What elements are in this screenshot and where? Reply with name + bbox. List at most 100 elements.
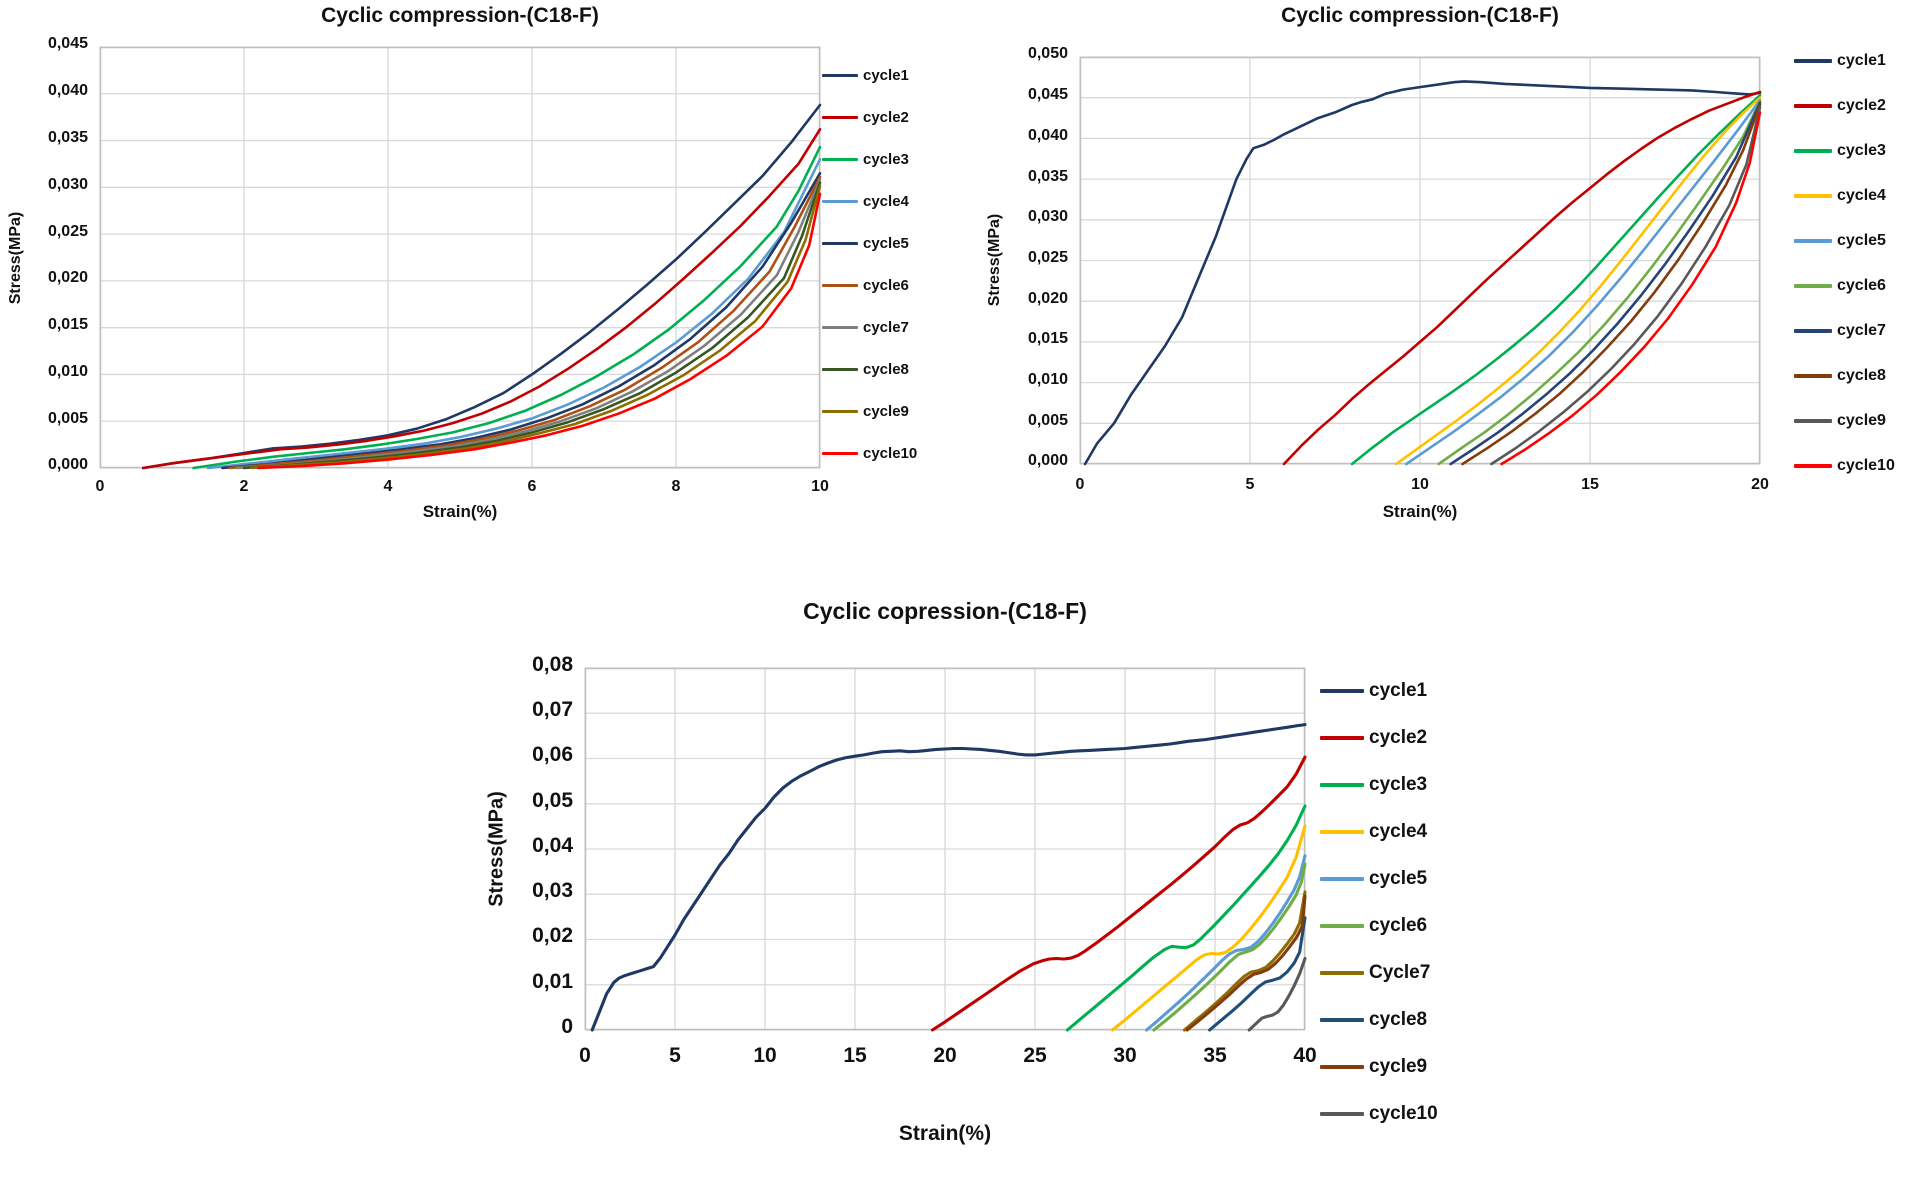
legend-label: cycle3 [1369, 774, 1428, 795]
series-line-cycle10 [257, 192, 822, 470]
legend-item-cycle10: cycle10 [822, 445, 917, 462]
series-line-cycle8 [1461, 103, 1762, 466]
series-line-cycle5 [221, 172, 822, 470]
series-line-cycle5 [1145, 854, 1307, 1032]
y-tick-label: 0,025 [47, 222, 88, 240]
x-tick-label: 35 [1203, 1044, 1227, 1067]
chart3-x-axis-title: Strain(%) [898, 1122, 992, 1145]
chart2-title: Cyclic compression-(C18-F) [1281, 4, 1559, 27]
legend-line-swatch [822, 451, 858, 456]
x-tick-label: 0 [1075, 476, 1085, 493]
legend-label: cycle4 [1369, 821, 1428, 842]
legend-line-swatch [1794, 104, 1832, 108]
legend-label: cycle1 [1837, 52, 1886, 69]
legend-line-swatch [1320, 877, 1364, 881]
legend-label: cycle7 [1837, 322, 1886, 339]
x-tick-label: 6 [527, 478, 537, 495]
plot-border [1079, 56, 1761, 465]
legend-line-swatch [1794, 329, 1832, 333]
legend-line-swatch [1794, 194, 1832, 198]
y-tick-label: 0,02 [532, 924, 573, 948]
legend-line-swatch [1794, 239, 1832, 243]
legend-label: cycle10 [1369, 1103, 1438, 1124]
legend-item-cycle2: cycle2 [822, 109, 909, 126]
legend-line-swatch [1794, 284, 1832, 288]
series-line-cycle2 [930, 755, 1307, 1032]
y-tick-label: 0,000 [47, 456, 88, 474]
legend-line-swatch [1320, 783, 1364, 787]
series-line-cycle6 [1437, 99, 1762, 466]
plot-border [99, 46, 821, 469]
x-tick-label: 15 [843, 1044, 867, 1067]
legend-item-cycle5: cycle5 [822, 235, 909, 252]
plot-area-chart1 [99, 46, 822, 470]
series-line-cycle7 [1182, 890, 1307, 1032]
series-line-cycle1 [590, 723, 1307, 1032]
legend-label: cycle2 [863, 109, 909, 126]
legend-line-swatch [822, 409, 858, 414]
series-line-cycle10 [1500, 111, 1762, 466]
y-tick-label: 0,030 [47, 175, 88, 193]
legend-label: cycle2 [1369, 727, 1428, 748]
x-tick-label: 25 [1023, 1044, 1047, 1067]
x-tick-label: 20 [933, 1044, 957, 1067]
series-line-cycle7 [1449, 101, 1762, 466]
y-tick-label: 0,05 [532, 788, 573, 812]
legend-label: cycle6 [863, 277, 909, 294]
y-tick-label: 0,010 [47, 362, 88, 380]
x-tick-label: 10 [753, 1044, 777, 1067]
legend-item-cycle3: cycle3 [822, 151, 909, 168]
legend-label: cycle8 [863, 361, 909, 378]
legend-item-cycle4: cycle4 [822, 193, 909, 210]
series-line-cycle3 [1065, 804, 1307, 1032]
series-line-cycle2 [1282, 90, 1762, 466]
legend-label: cycle8 [1369, 1009, 1428, 1030]
legend-item-cycle9: cycle9 [1794, 412, 1886, 430]
legend-line-swatch [1320, 1112, 1364, 1116]
legend-item-cycle7: cycle7 [822, 319, 909, 336]
legend-label: cycle10 [863, 445, 918, 462]
series-line-cycle3 [1350, 94, 1762, 466]
y-tick-label: 0,040 [47, 82, 88, 100]
legend-label: cycle9 [1837, 412, 1886, 429]
legend-item-cycle7: Cycle7 [1320, 962, 1430, 984]
series-line-cycle9 [249, 185, 822, 470]
legend-label: cycle1 [863, 67, 909, 84]
legend-label: cycle5 [1369, 868, 1428, 889]
legend-label: cycle9 [1369, 1056, 1428, 1077]
x-tick-label: 15 [1581, 476, 1599, 493]
legend-line-swatch [1794, 149, 1832, 153]
x-tick-label: 30 [1113, 1044, 1137, 1067]
legend-label: cycle6 [1837, 277, 1886, 294]
legend-label: cycle2 [1837, 97, 1886, 114]
legend-line-swatch [1794, 374, 1832, 378]
legend-item-cycle8: cycle8 [1794, 367, 1886, 385]
legend-label: cycle7 [863, 319, 909, 336]
legend-line-swatch [822, 241, 858, 246]
legend-line-swatch [822, 73, 858, 78]
legend-label: cycle8 [1837, 367, 1886, 384]
legend-item-cycle6: cycle6 [1320, 915, 1427, 937]
x-tick-label: 4 [383, 478, 393, 495]
legend-label: cycle4 [863, 193, 909, 210]
y-tick-label: 0,07 [532, 698, 573, 722]
series-line-cycle5 [1405, 98, 1762, 466]
legend-line-swatch [1794, 419, 1832, 423]
series-line-cycle3 [192, 145, 822, 470]
legend-line-swatch [822, 325, 858, 330]
y-tick-label: 0,035 [1027, 167, 1068, 185]
y-tick-label: 0,01 [532, 969, 573, 993]
legend-item-cycle8: cycle8 [1320, 1009, 1427, 1031]
y-tick-label: 0,000 [1027, 452, 1068, 470]
series-line-cycle6 [1152, 862, 1307, 1032]
x-tick-label: 40 [1293, 1044, 1317, 1067]
legend-label: cycle9 [863, 403, 909, 420]
legend-item-cycle3: cycle3 [1320, 774, 1427, 796]
y-tick-label: 0,06 [532, 743, 573, 767]
legend-item-cycle4: cycle4 [1320, 821, 1427, 843]
series-line-cycle1 [141, 103, 822, 470]
chart1-title: Cyclic compression-(C18-F) [321, 4, 599, 27]
x-tick-label: 5 [669, 1044, 681, 1067]
legend-line-swatch [822, 199, 858, 204]
legend-item-cycle2: cycle2 [1794, 97, 1886, 115]
